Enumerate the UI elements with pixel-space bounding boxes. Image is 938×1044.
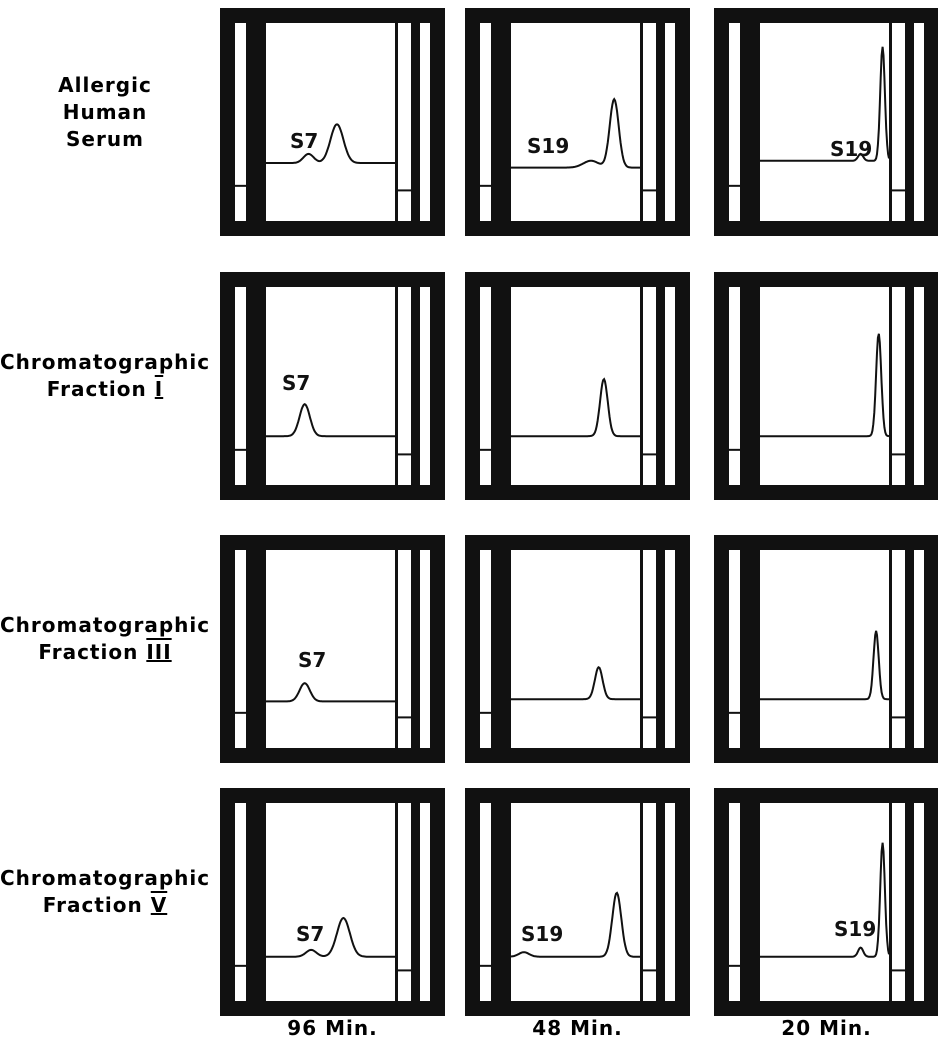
sedimentation-panel bbox=[714, 535, 938, 763]
row-label-line: Allergic bbox=[0, 72, 210, 99]
row-label-line: Chromatographic bbox=[0, 865, 210, 892]
row-label-text: Fraction bbox=[38, 640, 138, 664]
cell-bar bbox=[640, 287, 643, 485]
cell-bar bbox=[740, 550, 760, 748]
cell-bar bbox=[640, 23, 643, 221]
row-label-line: Fraction V bbox=[0, 892, 210, 919]
sedimentation-panel: S7 bbox=[220, 788, 445, 1016]
sedimentation-panel bbox=[465, 535, 690, 763]
cell-bar bbox=[656, 803, 665, 1001]
cell-bar bbox=[491, 803, 511, 1001]
cell-bar bbox=[395, 803, 398, 1001]
cell-bar bbox=[905, 550, 914, 748]
roman-numeral: V bbox=[151, 893, 167, 917]
cell-bar bbox=[411, 23, 420, 221]
peak-label: S19 bbox=[521, 922, 563, 946]
cell-bar bbox=[411, 550, 420, 748]
sedimentation-panel: S7 bbox=[220, 8, 445, 236]
cell-bar bbox=[246, 550, 266, 748]
cell-bar bbox=[656, 550, 665, 748]
cell-bar bbox=[491, 550, 511, 748]
sedimentation-panel: S7 bbox=[220, 272, 445, 500]
row-label-line: Serum bbox=[0, 126, 210, 153]
figure: S7 S19 S19 S7 S7 S7 S19 S19 AllergicHumanSerum C… bbox=[0, 0, 938, 1044]
column-label: 96 Min. bbox=[220, 1016, 445, 1040]
sedimentation-panel: S19 bbox=[465, 788, 690, 1016]
cell-bar bbox=[889, 550, 892, 748]
sedimentation-panel bbox=[714, 272, 938, 500]
cell-bar bbox=[740, 803, 760, 1001]
sedimentation-panel bbox=[465, 272, 690, 500]
cell-bar bbox=[640, 550, 643, 748]
cell-bar bbox=[491, 23, 511, 221]
column-label: 48 Min. bbox=[465, 1016, 690, 1040]
cell-bar bbox=[889, 287, 892, 485]
cell-bar bbox=[905, 287, 914, 485]
cell-bar bbox=[246, 287, 266, 485]
peak-label: S19 bbox=[830, 137, 872, 161]
row-label-line: Chromatographic bbox=[0, 612, 210, 639]
cell-bar bbox=[905, 23, 914, 221]
peak-label: S7 bbox=[298, 648, 326, 672]
cell-bar bbox=[246, 23, 266, 221]
row-label-line: Human bbox=[0, 99, 210, 126]
cell-bar bbox=[740, 287, 760, 485]
cell-bar bbox=[411, 803, 420, 1001]
peak-label: S19 bbox=[834, 917, 876, 941]
row-label-line: Fraction III bbox=[0, 639, 210, 666]
cell-bar bbox=[889, 803, 892, 1001]
row-label-line: Fraction I bbox=[0, 376, 210, 403]
sedimentation-panel: S7 bbox=[220, 535, 445, 763]
peak-label: S7 bbox=[282, 371, 310, 395]
roman-numeral: III bbox=[146, 640, 171, 664]
cell-bar bbox=[246, 803, 266, 1001]
peak-label: S7 bbox=[290, 129, 318, 153]
sedimentation-panel: S19 bbox=[714, 8, 938, 236]
sedimentation-panel: S19 bbox=[714, 788, 938, 1016]
cell-bar bbox=[395, 23, 398, 221]
cell-bar bbox=[395, 550, 398, 748]
row-label-text: Fraction bbox=[47, 377, 147, 401]
roman-numeral: I bbox=[155, 377, 163, 401]
sedimentation-panel: S19 bbox=[465, 8, 690, 236]
cell-bar bbox=[740, 23, 760, 221]
column-label: 20 Min. bbox=[714, 1016, 938, 1040]
cell-bar bbox=[491, 287, 511, 485]
peak-label: S19 bbox=[527, 134, 569, 158]
peak-label: S7 bbox=[296, 922, 324, 946]
cell-bar bbox=[411, 287, 420, 485]
row-label-text: Fraction bbox=[43, 893, 143, 917]
cell-bar bbox=[889, 23, 892, 221]
cell-bar bbox=[395, 287, 398, 485]
row-label-line: Chromatographic bbox=[0, 349, 210, 376]
cell-bar bbox=[656, 23, 665, 221]
cell-bar bbox=[656, 287, 665, 485]
cell-bar bbox=[905, 803, 914, 1001]
cell-bar bbox=[640, 803, 643, 1001]
